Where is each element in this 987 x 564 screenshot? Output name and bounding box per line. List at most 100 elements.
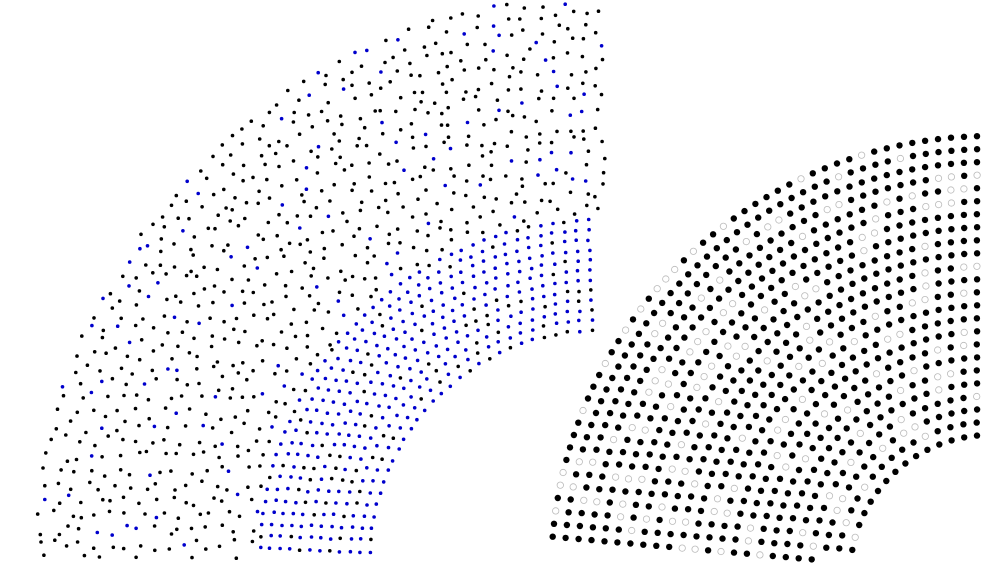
right-sector-dot	[825, 424, 833, 432]
middle-sector-dot	[330, 423, 335, 427]
middle-sector-dot	[305, 430, 309, 435]
middle-sector-dot	[281, 511, 285, 516]
left-sector-dot	[383, 181, 388, 186]
right-sector-dot	[637, 438, 644, 446]
right-sector-dot	[719, 309, 728, 317]
left-sector-dot	[484, 57, 488, 62]
left-sector-dot	[242, 421, 246, 426]
left-sector-dot	[150, 368, 155, 373]
right-sector-dot	[592, 409, 600, 417]
right-sector-dot	[809, 368, 816, 375]
left-sector-dot	[122, 393, 126, 398]
left-sector-dot	[489, 150, 493, 154]
middle-sector-dot	[377, 354, 382, 358]
left-sector-dot	[174, 193, 179, 198]
left-sector-dot	[342, 168, 347, 172]
right-sector-dot	[934, 135, 942, 143]
left-sector-dot	[170, 357, 174, 361]
left-sector-dot	[145, 487, 150, 492]
left-sector-dot	[90, 468, 94, 473]
right-sector-dot	[743, 550, 751, 557]
middle-sector-dot	[303, 388, 308, 393]
left-sector-dot	[151, 349, 156, 353]
left-sector-dot	[297, 98, 301, 102]
middle-sector-dot	[374, 502, 379, 506]
middle-sector-dot	[343, 467, 347, 472]
left-sector-dot	[520, 184, 525, 188]
middle-sector-dot	[289, 475, 293, 479]
left-sector-dot	[554, 167, 559, 172]
left-sector-dot	[599, 92, 604, 97]
right-sector-dot	[884, 185, 892, 192]
right-sector-dot	[973, 211, 981, 218]
middle-sector-dot	[416, 283, 421, 287]
right-sector-dot	[755, 367, 762, 374]
right-sector-dot	[872, 243, 880, 250]
left-sector-dot	[35, 512, 40, 516]
right-sector-dot	[973, 224, 981, 231]
middle-sector-dot	[493, 255, 498, 259]
left-sector-dot	[213, 395, 218, 399]
middle-sector-dot	[474, 319, 478, 323]
middle-sector-dot	[565, 299, 570, 304]
left-sector-dot	[153, 548, 157, 553]
middle-sector-dot	[308, 420, 313, 424]
middle-sector-dot	[412, 406, 417, 410]
left-sector-dot	[184, 273, 189, 278]
right-sector-dot	[665, 478, 672, 485]
left-sector-dot	[510, 113, 515, 118]
left-sector-dot	[326, 100, 331, 105]
middle-sector-dot	[422, 340, 426, 345]
right-sector-dot	[896, 222, 903, 229]
right-sector-dot	[664, 380, 673, 388]
right-sector-dot	[694, 337, 702, 346]
right-sector-dot	[579, 446, 587, 453]
left-sector-dot	[482, 123, 486, 127]
middle-sector-dot	[575, 249, 580, 254]
right-sector-dot	[851, 533, 859, 541]
right-sector-dot	[740, 497, 748, 505]
left-sector-dot	[481, 230, 485, 235]
left-sector-dot	[359, 200, 364, 205]
right-sector-dot	[961, 250, 968, 258]
middle-sector-dot	[369, 537, 373, 542]
left-sector-dot	[600, 139, 604, 144]
right-sector-dot	[608, 349, 615, 356]
right-sector-dot	[912, 452, 920, 460]
middle-sector-dot	[365, 401, 369, 406]
right-sector-dot	[782, 553, 789, 561]
right-sector-dot	[717, 420, 724, 427]
left-sector-dot	[534, 40, 538, 45]
right-sector-dot	[726, 268, 733, 275]
right-sector-dot	[910, 312, 917, 320]
right-sector-dot	[623, 374, 631, 382]
middle-sector-dot	[291, 511, 296, 516]
left-sector-dot	[565, 51, 570, 55]
middle-sector-dot	[417, 293, 422, 298]
middle-sector-dot	[506, 283, 510, 288]
right-sector-dot	[789, 269, 796, 276]
right-sector-dot	[960, 368, 967, 375]
left-sector-dot	[426, 111, 430, 115]
middle-sector-dot	[401, 403, 406, 407]
right-sector-dot	[786, 527, 793, 535]
right-sector-dot	[597, 434, 604, 441]
left-sector-dot	[172, 265, 177, 269]
left-sector-dot	[388, 80, 393, 84]
left-sector-dot	[167, 547, 172, 551]
right-sector-dot	[642, 463, 649, 470]
left-sector-dot	[350, 188, 354, 193]
middle-sector-dot	[310, 397, 314, 401]
right-sector-dot	[786, 181, 793, 188]
left-sector-dot	[410, 215, 415, 219]
middle-sector-dot	[263, 499, 268, 504]
left-sector-dot	[394, 109, 398, 114]
right-sector-dot	[786, 372, 793, 379]
middle-sector-dot	[365, 503, 369, 507]
right-sector-dot	[800, 217, 808, 225]
left-sector-dot	[113, 483, 117, 488]
right-sector-dot	[704, 547, 712, 554]
left-sector-dot	[395, 69, 400, 73]
right-sector-dot	[790, 253, 798, 260]
left-sector-dot	[206, 511, 211, 515]
